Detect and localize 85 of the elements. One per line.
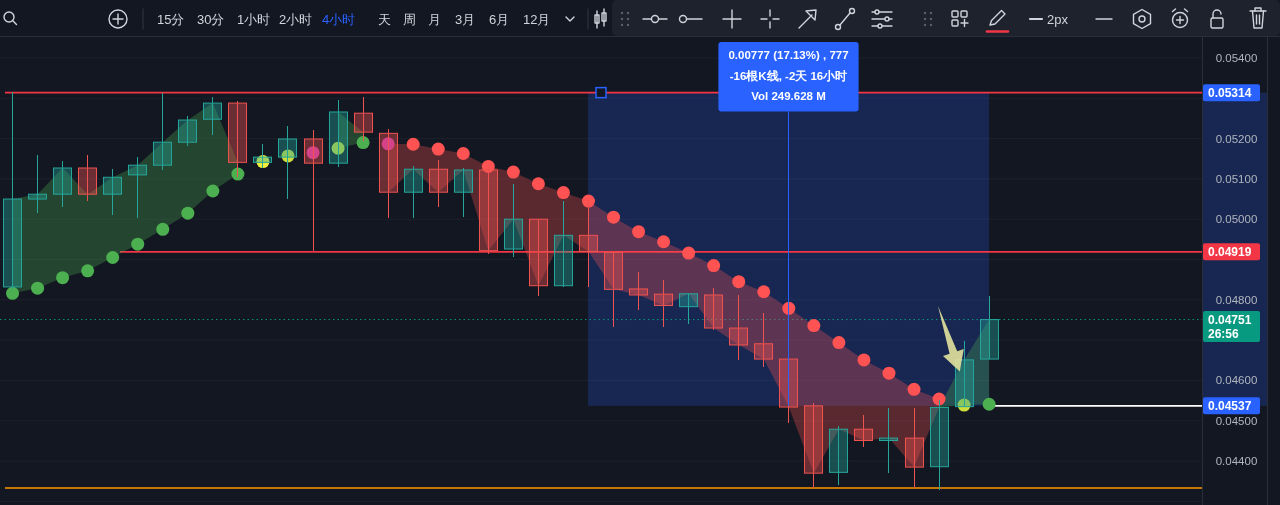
candlestick (202, 96, 223, 136)
point (206, 184, 220, 198)
text: 4小时 (322, 11, 356, 27)
candlestick (227, 100, 248, 178)
point (6, 286, 20, 300)
ref-line-label: 0.04919 (1208, 245, 1252, 260)
y-tick-label: 0.05000 (1215, 213, 1258, 226)
point (131, 237, 145, 251)
text: 1小时 (237, 11, 271, 27)
point (882, 366, 896, 380)
y-tick-label: 0.05400 (1215, 51, 1258, 64)
candlestick (177, 115, 198, 147)
point (106, 251, 120, 264)
y-tick-label: 0.04500 (1215, 414, 1258, 427)
candlestick (77, 154, 98, 202)
point (832, 336, 846, 350)
point (632, 225, 646, 239)
point (657, 235, 671, 249)
text: 3月 (455, 11, 476, 27)
band-label: 0.00777 (17.13%) , 777 -16根K线, -2天 16小时 Vol 249.628 M (728, 49, 849, 102)
ref-line-label: 0.04537 (1208, 399, 1252, 414)
y-tick-label: 0.04600 (1215, 374, 1258, 387)
candlestick (102, 168, 123, 216)
text: 2px (1047, 11, 1069, 27)
candlestick (628, 271, 649, 311)
y-tick-label: 0.05100 (1215, 172, 1258, 185)
candlestick (453, 167, 474, 218)
point (607, 210, 621, 224)
candlestick (678, 293, 699, 325)
candlestick (979, 295, 1000, 360)
point (356, 136, 370, 150)
candlestick (553, 200, 574, 288)
point (932, 392, 946, 406)
candlestick (428, 159, 449, 208)
point (707, 259, 721, 273)
candlestick (603, 251, 624, 328)
text: 周 (403, 11, 416, 27)
candlestick (503, 183, 524, 258)
point (581, 194, 595, 208)
text: 2小时 (279, 11, 313, 27)
candlestick (27, 154, 48, 214)
point (757, 285, 771, 299)
point (81, 264, 95, 278)
candlestick (528, 218, 549, 297)
candlestick (753, 312, 774, 368)
point (456, 147, 470, 160)
candlestick (853, 414, 874, 449)
point (506, 165, 520, 179)
point (481, 159, 495, 173)
y-tick-label: 0.04400 (1215, 455, 1258, 468)
point (406, 137, 420, 151)
candlestick (703, 287, 724, 331)
candlestick (52, 160, 73, 208)
candlestick (803, 402, 824, 489)
ref-line-label: 0.04751 26:56 (1208, 313, 1252, 342)
candlestick (152, 92, 173, 171)
point (181, 206, 195, 220)
point (431, 142, 445, 156)
text: 15分 (157, 11, 185, 27)
point (531, 177, 545, 191)
point (682, 246, 696, 260)
text: 12月 (523, 11, 551, 27)
candlestick (878, 407, 899, 474)
point (907, 382, 921, 396)
point (31, 281, 45, 295)
candlestick (828, 425, 849, 486)
y-tick-label: 0.05200 (1215, 132, 1258, 145)
point (156, 222, 170, 236)
y-tick-label: 0.04800 (1215, 293, 1258, 306)
point (732, 275, 746, 289)
point (857, 353, 871, 367)
text: 30分 (197, 11, 225, 27)
point (807, 319, 821, 333)
candlestick (653, 279, 674, 328)
candlestick (127, 156, 148, 220)
ref-line-label: 0.05314 (1208, 86, 1252, 101)
point (982, 397, 996, 411)
candlestick (728, 294, 749, 361)
text: 月 (428, 11, 441, 27)
point (556, 186, 570, 200)
text: 6月 (489, 11, 510, 27)
point (56, 271, 70, 285)
candlestick (904, 407, 925, 489)
candlestick (403, 165, 424, 220)
text: 天 (378, 11, 391, 27)
